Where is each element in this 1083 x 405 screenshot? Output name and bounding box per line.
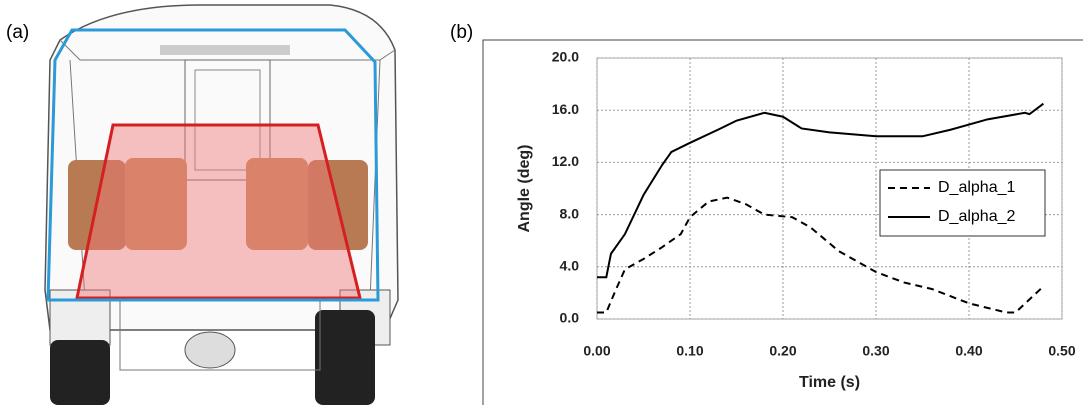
y-tick-label: 12.0 xyxy=(552,153,579,169)
y-tick-label: 20.0 xyxy=(552,49,579,65)
legend-label: D_alpha_2 xyxy=(938,208,1016,225)
series-line xyxy=(597,196,1045,314)
legend-box xyxy=(879,169,1046,237)
x-tick-label: 0.30 xyxy=(862,343,889,359)
panel-label: (b) xyxy=(450,22,473,43)
x-tick-label: 0.10 xyxy=(676,343,703,359)
x-tick-label: 0.20 xyxy=(769,343,796,359)
legend-label: D_alpha_1 xyxy=(938,179,1016,196)
panel-label: (a) xyxy=(6,22,29,43)
x-axis-title: Time (s) xyxy=(799,374,860,391)
panel-frame xyxy=(482,39,1083,405)
y-tick-label: 0.0 xyxy=(560,310,580,326)
x-tick-label: 0.40 xyxy=(955,343,982,359)
x-tick-label: 0.50 xyxy=(1048,343,1075,359)
y-tick-label: 16.0 xyxy=(552,101,579,117)
series-line xyxy=(597,102,1044,279)
chart: 0.0 4.0 8.0 12.0 16.0 20.0 0.00 0.10 0.20 0.30 0.4… xyxy=(516,49,1076,392)
vehicle-illustration xyxy=(44,4,399,405)
y-tick-label: 8.0 xyxy=(560,205,580,221)
y-axis-title: Angle (deg) xyxy=(516,145,533,233)
y-tick-label: 4.0 xyxy=(560,258,580,274)
x-tick-label: 0.00 xyxy=(583,343,610,359)
